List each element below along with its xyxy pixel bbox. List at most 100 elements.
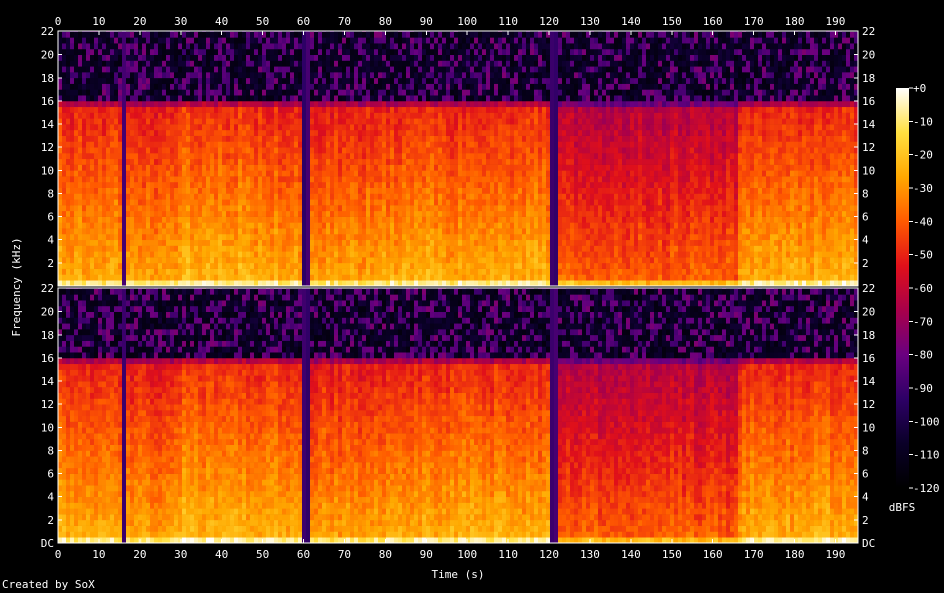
- spectrogram-cell: [298, 118, 302, 125]
- spectrogram-cell: [334, 31, 338, 38]
- spectrogram-cell: [254, 222, 258, 229]
- spectrogram-cell: [342, 187, 346, 194]
- spectrogram-cell: [466, 199, 470, 206]
- spectrogram-cell: [90, 54, 94, 61]
- spectrogram-cell: [146, 228, 150, 235]
- spectrogram-cell: [410, 251, 414, 258]
- spectrogram-cell: [294, 262, 298, 269]
- spectrogram-cell: [410, 147, 414, 154]
- spectrogram-cell: [170, 280, 174, 287]
- spectrogram-cell: [398, 141, 402, 148]
- spectrogram-cell: [410, 268, 414, 275]
- spectrogram-cell: [474, 239, 478, 246]
- spectrogram-cell: [294, 216, 298, 223]
- spectrogram-cell: [290, 89, 294, 96]
- spectrogram-cell: [198, 199, 202, 206]
- spectrogram-cell: [134, 164, 138, 171]
- spectrogram-cell: [362, 77, 366, 84]
- spectrogram-cell: [450, 60, 454, 67]
- spectrogram-cell: [90, 147, 94, 154]
- spectrogram-cell: [186, 233, 190, 241]
- spectrogram-cell: [98, 280, 102, 287]
- spectrogram-cell: [210, 48, 214, 56]
- spectrogram-cell: [290, 187, 294, 194]
- spectrogram-cell: [158, 89, 162, 96]
- spectrogram-cell: [270, 216, 274, 223]
- spectrogram-cell: [210, 158, 214, 165]
- spectrogram-cell: [198, 60, 202, 67]
- spectrogram-cell: [238, 205, 242, 212]
- spectrogram-cell: [262, 239, 266, 246]
- spectrogram-cell: [70, 106, 74, 113]
- spectrogram-column: [342, 31, 346, 287]
- spectrogram-cell: [346, 141, 350, 148]
- spectrogram-cell: [126, 239, 130, 246]
- spectrogram-cell: [366, 199, 370, 206]
- spectrogram-cell: [190, 147, 194, 154]
- spectrogram-cell: [186, 129, 190, 136]
- spectrogram-cell: [86, 129, 90, 136]
- spectrogram-cell: [418, 181, 422, 189]
- spectrogram-cell: [398, 95, 402, 102]
- spectrogram-cell: [454, 228, 458, 235]
- spectrogram-cell: [358, 176, 362, 183]
- spectrogram-cell: [278, 100, 282, 108]
- spectrogram-cell: [254, 106, 258, 113]
- spectrogram-cell: [342, 83, 346, 90]
- spectrogram-cell: [98, 72, 102, 79]
- spectrogram-cell: [230, 280, 234, 287]
- spectrogram-cell: [66, 37, 70, 44]
- spectrogram-cell: [338, 83, 342, 90]
- spectrogram-cell: [446, 141, 450, 148]
- spectrogram-cell: [390, 31, 394, 38]
- spectrogram-cell: [218, 54, 222, 61]
- spectrogram-cell: [350, 141, 354, 148]
- spectrogram-cell: [410, 228, 414, 235]
- spectrogram-cell: [130, 181, 134, 189]
- spectrogram-cell: [482, 268, 486, 275]
- spectrogram-cell: [58, 210, 62, 217]
- spectrogram-cell: [490, 112, 494, 119]
- spectrogram-cell: [282, 280, 286, 287]
- spectrogram-cell: [222, 228, 226, 235]
- spectrogram-cell: [166, 31, 170, 38]
- spectrogram-cell: [78, 66, 82, 73]
- spectrogram-cell: [494, 228, 498, 235]
- spectrogram-cell: [146, 245, 150, 252]
- spectrogram-cell: [210, 95, 214, 102]
- spectrogram-cell: [386, 48, 390, 56]
- spectrogram-cell: [86, 100, 90, 108]
- spectrogram-cell: [390, 193, 394, 200]
- spectrogram-cell: [382, 135, 386, 142]
- spectrogram-cell: [134, 251, 138, 258]
- spectrogram-cell: [286, 153, 290, 160]
- spectrogram-cell: [58, 193, 62, 200]
- spectrogram-cell: [130, 129, 134, 136]
- spectrogram-cell: [222, 274, 226, 281]
- spectrogram-cell: [210, 187, 214, 194]
- spectrogram-cell: [402, 112, 406, 119]
- spectrogram-cell: [90, 181, 94, 189]
- spectrogram-cell: [194, 205, 198, 212]
- spectrogram-cell: [250, 89, 254, 96]
- spectrogram-cell: [438, 83, 442, 90]
- spectrogram-cell: [258, 187, 262, 194]
- spectrogram-cell: [442, 187, 446, 194]
- spectrogram-cell: [342, 233, 346, 241]
- spectrogram-cell: [498, 158, 502, 165]
- spectrogram-cell: [294, 193, 298, 200]
- spectrogram-cell: [242, 222, 246, 229]
- spectrogram-cell: [74, 257, 78, 264]
- spectrogram-cell: [86, 216, 90, 223]
- spectrogram-cell: [94, 77, 98, 84]
- spectrogram-cell: [174, 193, 178, 200]
- spectrogram-cell: [490, 66, 494, 73]
- spectrogram-cell: [178, 72, 182, 79]
- spectrogram-cell: [494, 233, 498, 241]
- spectrogram-cell: [262, 83, 266, 90]
- spectrogram-cell: [314, 66, 318, 73]
- spectrogram-cell: [470, 274, 474, 281]
- spectrogram-cell: [446, 129, 450, 136]
- spectrogram-cell: [502, 222, 506, 229]
- spectrogram-cell: [310, 54, 314, 61]
